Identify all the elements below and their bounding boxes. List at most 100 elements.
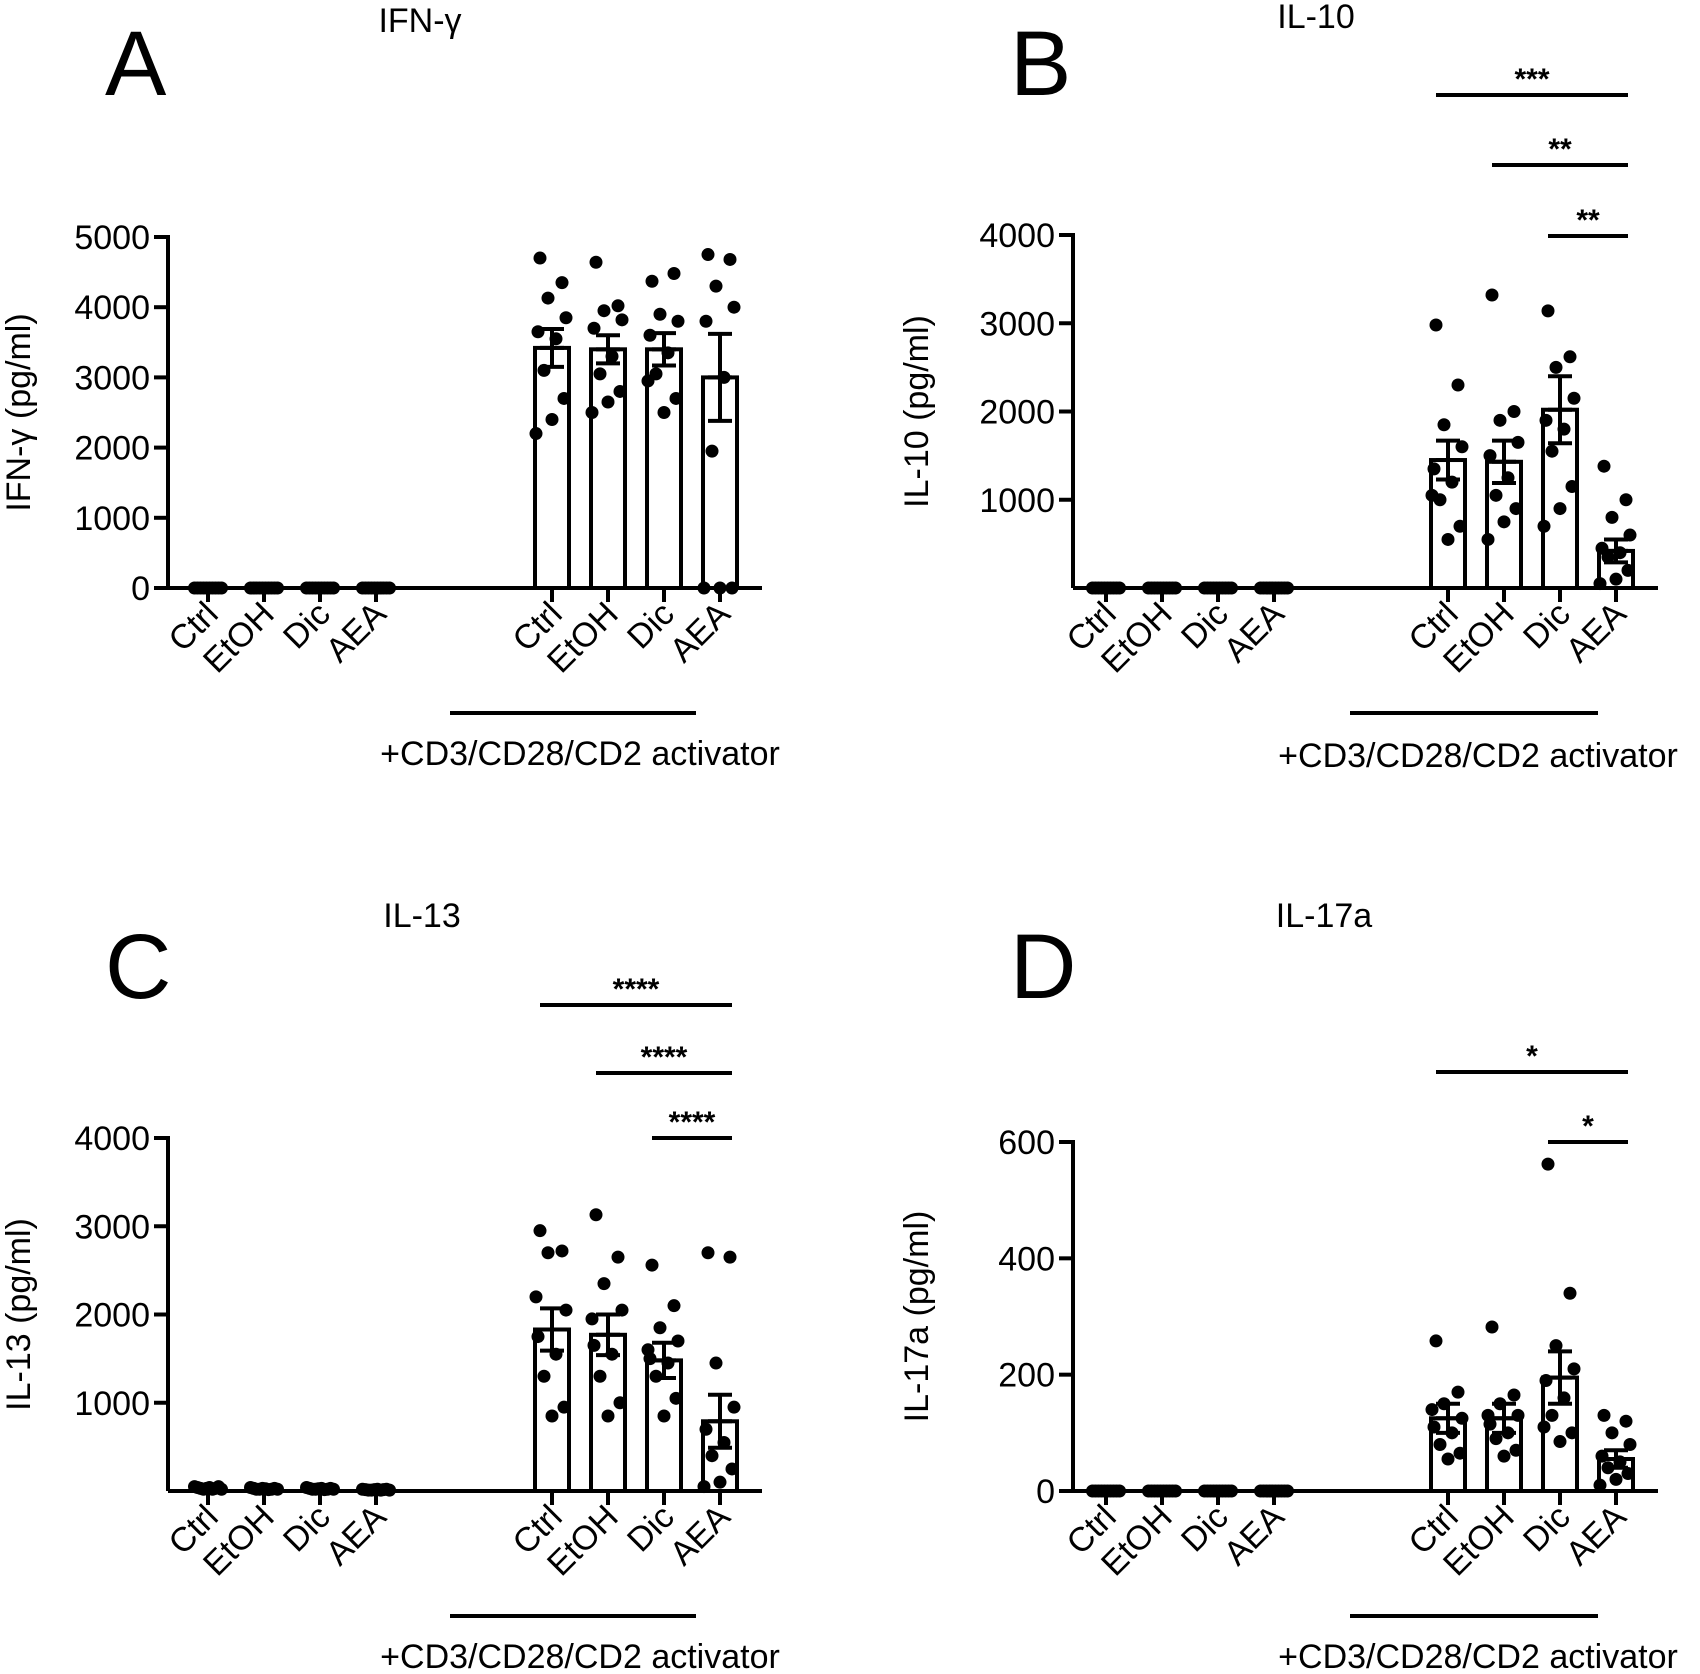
data-point (1453, 519, 1467, 533)
data-point (1485, 288, 1499, 302)
data-point (327, 581, 340, 595)
y-tick-label: 4000 (979, 217, 1055, 255)
x-tick-label: AEA (1217, 1498, 1292, 1573)
group-label: +CD3/CD28/CD2 activator (380, 1638, 780, 1674)
data-point (671, 1334, 685, 1348)
data-point (1593, 577, 1607, 591)
x-tick-label: AEA (663, 1498, 738, 1573)
panel-letter: D (1010, 916, 1076, 1018)
significance-label: * (1526, 1040, 1538, 1073)
data-point (533, 251, 547, 265)
data-point (1281, 1484, 1294, 1498)
data-point (1493, 413, 1507, 427)
data-point (713, 1475, 727, 1489)
data-point (531, 325, 545, 339)
y-tick-label: 1000 (74, 500, 150, 538)
data-point (585, 1312, 599, 1326)
y-tick-label: 0 (131, 570, 150, 608)
data-point (557, 1400, 571, 1414)
data-point (1601, 550, 1615, 564)
significance-label: **** (669, 1106, 716, 1139)
data-point (1169, 1484, 1182, 1498)
x-tick-label: AEA (1559, 1498, 1634, 1573)
x-tick-label: AEA (1559, 595, 1634, 670)
x-tick-label: AEA (319, 1498, 394, 1573)
data-point (587, 321, 601, 335)
data-point (661, 346, 675, 360)
data-point (1557, 1391, 1571, 1405)
data-point (1609, 572, 1623, 586)
data-point (1605, 1426, 1619, 1440)
data-point (645, 1258, 659, 1272)
y-tick-label: 1000 (74, 1385, 150, 1423)
data-point (1281, 581, 1294, 595)
data-point (1595, 1449, 1609, 1463)
data-point (1613, 1455, 1627, 1469)
data-point (533, 1224, 547, 1238)
data-point (1511, 435, 1525, 449)
data-point (1489, 1432, 1503, 1446)
data-point (549, 1347, 563, 1361)
y-tick-label: 2000 (979, 394, 1055, 432)
data-point (1437, 418, 1451, 432)
data-point (613, 384, 627, 398)
panel-title: IFN-γ (378, 2, 461, 40)
y-tick-label: 400 (998, 1240, 1055, 1278)
x-tick-label: AEA (319, 595, 394, 670)
data-point (697, 1480, 711, 1494)
data-point (1113, 581, 1126, 595)
y-tick-label: 4000 (74, 1120, 150, 1158)
data-point (725, 1462, 739, 1476)
data-point (699, 1422, 713, 1436)
data-point (327, 1482, 340, 1496)
data-point (1169, 581, 1182, 595)
data-point (649, 1369, 663, 1383)
data-point (587, 1338, 601, 1352)
data-point (601, 395, 615, 409)
data-point (1441, 1452, 1455, 1466)
data-point (1563, 350, 1577, 364)
data-point (1567, 391, 1581, 405)
data-point (1545, 1408, 1559, 1422)
data-point (605, 1347, 619, 1361)
data-point (611, 1250, 625, 1264)
y-tick-label: 0 (1036, 1473, 1055, 1511)
data-point (1541, 304, 1555, 318)
data-point (1567, 1362, 1581, 1376)
data-point (1613, 546, 1627, 560)
data-point (383, 1483, 396, 1497)
data-point (557, 391, 571, 405)
data-point (669, 1391, 683, 1405)
data-point (383, 581, 396, 595)
data-point (541, 291, 555, 305)
data-point (653, 307, 667, 321)
data-point (1539, 413, 1553, 427)
data-point (1445, 1426, 1459, 1440)
significance-label: **** (613, 973, 660, 1006)
data-point (1451, 378, 1465, 392)
data-point (271, 581, 284, 595)
data-point (1489, 488, 1503, 502)
data-point (697, 581, 711, 595)
data-point (605, 349, 619, 363)
data-point (705, 444, 719, 458)
data-point (1441, 532, 1455, 546)
y-axis-label: IL-10 (pg/ml) (898, 315, 936, 508)
data-point (653, 1321, 667, 1335)
data-point (541, 1246, 555, 1260)
data-point (1619, 493, 1633, 507)
data-point (699, 314, 713, 328)
data-point (1549, 360, 1563, 374)
panel-title: IL-17a (1276, 897, 1372, 935)
data-point (555, 276, 569, 290)
data-point (537, 1369, 551, 1383)
data-point (1497, 1449, 1511, 1463)
data-point (671, 314, 685, 328)
panel-letter: A (105, 13, 167, 115)
data-point (1623, 1437, 1637, 1451)
data-point (601, 1409, 615, 1423)
data-point (615, 313, 629, 327)
data-point (215, 581, 228, 595)
group-label: +CD3/CD28/CD2 activator (1278, 737, 1678, 775)
